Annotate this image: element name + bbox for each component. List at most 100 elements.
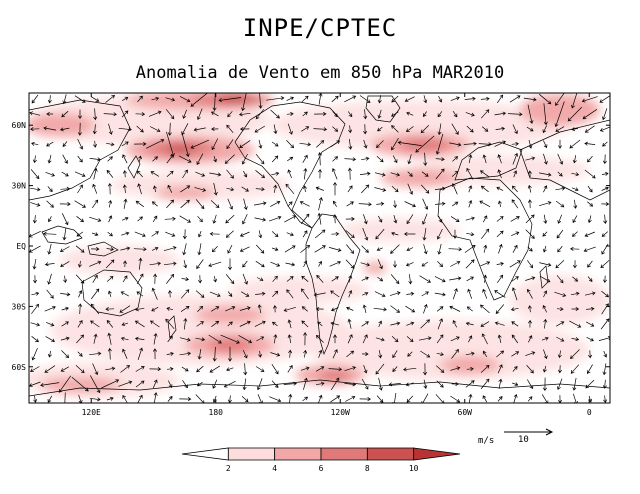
wind-arrow <box>525 156 536 161</box>
wind-arrow <box>511 185 518 193</box>
wind-arrow <box>512 382 519 387</box>
wind-arrow <box>228 258 232 271</box>
wind-arrow <box>451 382 459 387</box>
wind-arrow <box>253 201 267 206</box>
wind-arrow <box>393 215 398 224</box>
wind-arrow <box>196 365 204 373</box>
wind-arrow <box>347 318 352 329</box>
wind-arrow <box>528 335 533 343</box>
wind-arrow <box>211 127 219 132</box>
wind-arrow <box>212 93 217 112</box>
wind-arrow <box>584 231 596 237</box>
wind-arrow <box>361 352 369 357</box>
wind-arrow <box>137 347 144 361</box>
wind-arrow <box>572 155 577 164</box>
wind-arrow <box>32 155 37 164</box>
wind-arrow <box>153 392 158 403</box>
wind-arrow <box>314 245 326 253</box>
wind-arrow <box>136 273 144 285</box>
wind-arrow <box>167 122 172 136</box>
wind-arrow <box>196 108 203 121</box>
wind-arrow <box>135 112 146 117</box>
wind-arrow <box>572 215 578 223</box>
wind-arrow <box>106 275 114 282</box>
wind-arrow <box>527 104 534 124</box>
wind-arrow <box>344 95 357 103</box>
wind-arrow <box>511 321 519 327</box>
wind-arrow <box>587 276 593 283</box>
wind-arrow <box>390 244 400 254</box>
wind-arrow <box>602 141 608 147</box>
wind-arrow <box>182 169 188 179</box>
wind-arrow <box>285 262 296 267</box>
wind-arrow <box>209 231 220 236</box>
wind-arrow <box>497 364 503 374</box>
wind-arrow <box>133 247 147 252</box>
wind-arrow <box>61 306 69 311</box>
wind-arrow <box>226 187 235 192</box>
wind-arrow <box>584 169 596 179</box>
wind-arrow <box>466 125 474 133</box>
wind-arrow <box>541 336 549 341</box>
wind-arrow <box>543 103 548 126</box>
wind-arrow <box>151 246 159 251</box>
wind-arrow <box>423 303 428 314</box>
wind-arrow <box>256 378 263 391</box>
sub-title: Anomalia de Vento em 850 hPa MAR2010 <box>135 63 505 83</box>
wind-arrow <box>586 306 595 311</box>
wind-arrow <box>450 260 461 267</box>
wind-arrow <box>30 366 40 372</box>
lat-label: 60S <box>12 363 27 372</box>
wind-arrow <box>93 140 98 148</box>
wind-arrow <box>31 336 39 343</box>
wind-arrow <box>239 140 251 148</box>
wind-arrow <box>62 141 68 148</box>
wind-arrow <box>196 321 204 327</box>
wind-arrow <box>450 366 461 371</box>
wind-arrow <box>542 365 547 373</box>
wind-arrow <box>391 138 399 151</box>
wind-arrow <box>316 366 325 372</box>
wind-arrow <box>151 96 160 101</box>
wind-arrow <box>317 321 323 327</box>
vector-key-magnitude: 10 <box>518 435 529 445</box>
wind-arrow <box>288 393 293 403</box>
wind-arrow <box>286 289 294 299</box>
wind-arrow <box>543 318 548 329</box>
wind-arrow <box>284 245 296 253</box>
wind-arrow <box>539 201 552 207</box>
wind-arrow <box>166 306 174 311</box>
wind-arrow <box>180 199 190 209</box>
wind-arrow <box>452 111 458 118</box>
wind-arrow <box>362 227 369 241</box>
wind-arrow <box>526 364 534 374</box>
wind-arrow <box>438 215 443 223</box>
wind-arrow <box>543 153 548 165</box>
wind-arrow <box>77 260 82 268</box>
wind-arrow <box>227 111 233 118</box>
wind-arrow <box>572 276 579 282</box>
wind-arrow <box>62 94 67 105</box>
wind-arrow <box>92 183 98 194</box>
wind-arrow <box>435 157 445 162</box>
wind-arrow <box>180 185 191 193</box>
wind-arrow <box>107 290 112 298</box>
wind-arrow <box>539 172 552 177</box>
wind-arrow <box>212 346 217 362</box>
wind-arrow <box>255 291 266 296</box>
wind-arrow <box>419 275 431 283</box>
wind-arrow <box>556 275 564 284</box>
wind-arrow <box>224 154 235 164</box>
wind-arrow <box>77 320 83 328</box>
wind-arrow <box>448 247 463 252</box>
wind-arrow <box>449 305 461 312</box>
wind-arrow <box>390 305 401 313</box>
wind-arrow <box>497 169 502 179</box>
wind-arrow <box>242 273 248 285</box>
lon-label: 0 <box>587 408 592 417</box>
wind-arrow <box>181 131 190 158</box>
wind-arrow <box>30 127 40 132</box>
wind-arrow <box>376 201 385 206</box>
wind-arrow <box>227 244 233 254</box>
wind-arrow <box>209 172 222 177</box>
